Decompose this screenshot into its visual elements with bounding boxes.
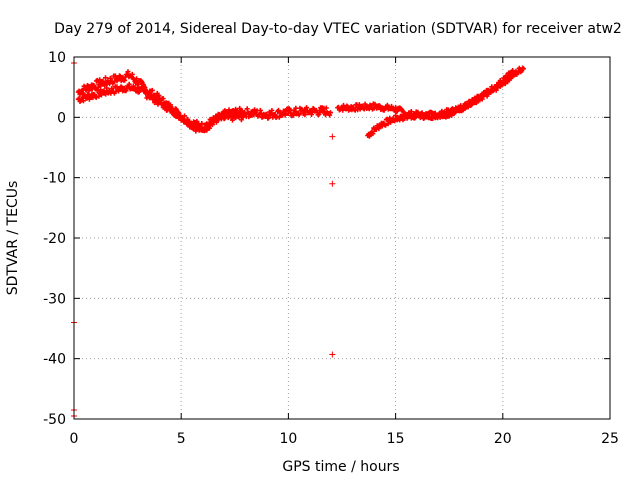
- outlier-point: [329, 351, 336, 358]
- x-tick-label: 20: [494, 431, 512, 447]
- series-band-marks: [75, 81, 248, 134]
- outlier-point: [329, 180, 336, 187]
- chart-title: Day 279 of 2014, Sidereal Day-to-day VTE…: [54, 21, 622, 37]
- x-tick-label: 25: [601, 431, 619, 447]
- outlier-point: [329, 133, 336, 140]
- y-tick-label: -30: [43, 291, 66, 307]
- y-tick-label: -50: [43, 412, 66, 428]
- y-axis-label: SDTVAR / TECUs: [5, 181, 21, 296]
- y-tick-label: -10: [43, 171, 66, 187]
- x-axis-label: GPS time / hours: [282, 459, 399, 475]
- x-tick-label: 15: [387, 431, 405, 447]
- y-tick-label: 0: [57, 110, 66, 126]
- x-tick-label: 10: [279, 431, 297, 447]
- y-tick-label: -40: [43, 352, 66, 368]
- series-band: [365, 68, 516, 139]
- series-band: [75, 81, 248, 134]
- x-tick-label: 5: [177, 431, 186, 447]
- y-tick-label: -20: [43, 231, 66, 247]
- series-band-marks: [365, 68, 516, 139]
- data-points: [71, 60, 526, 419]
- axis-ticks: 0 5 10 15 20 25 10 0 -10 -20 -30 -40 -50: [43, 50, 619, 447]
- grid: [74, 57, 610, 419]
- y-tick-label: 10: [48, 50, 66, 66]
- x-tick-label: 0: [70, 431, 79, 447]
